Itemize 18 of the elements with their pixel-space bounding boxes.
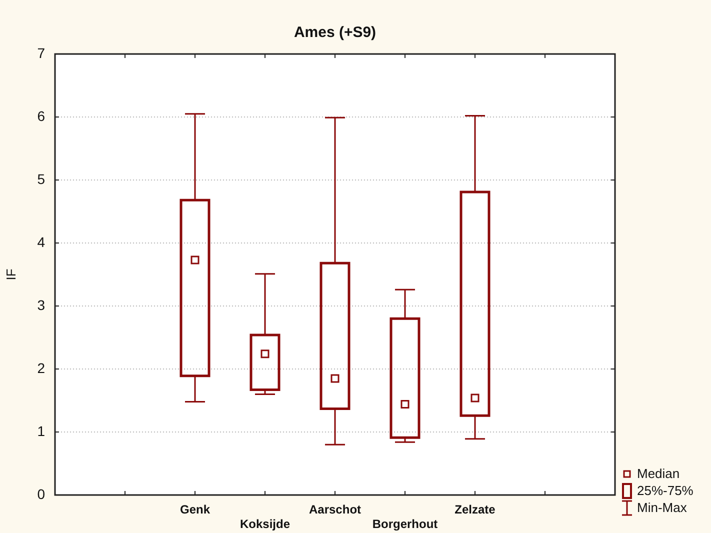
y-axis-title: IF (3, 268, 18, 280)
chart-title: Ames (+S9) (294, 24, 376, 42)
x-tick-label: Zelzate (454, 502, 496, 517)
y-tick-label: 4 (37, 234, 46, 250)
x-tick-label: Borgerhout (372, 516, 438, 531)
text: 25%-75% (637, 483, 694, 498)
y-tick-label: 0 (37, 486, 46, 502)
y-tick-label: 1 (37, 422, 46, 439)
x-tick-label: Genk (180, 502, 210, 517)
x-tick-label: Koksijde (240, 516, 290, 531)
y-tick-label: 3 (37, 296, 46, 313)
y-tick-label: 6 (37, 108, 46, 124)
text: Median (637, 466, 680, 481)
y-tick-label: 7 (37, 44, 46, 61)
y-tick-label: 5 (37, 170, 46, 187)
y-tick-label: 2 (37, 360, 46, 376)
x-tick-label: Aarschot (308, 502, 362, 517)
text: Min-Max (637, 500, 687, 515)
